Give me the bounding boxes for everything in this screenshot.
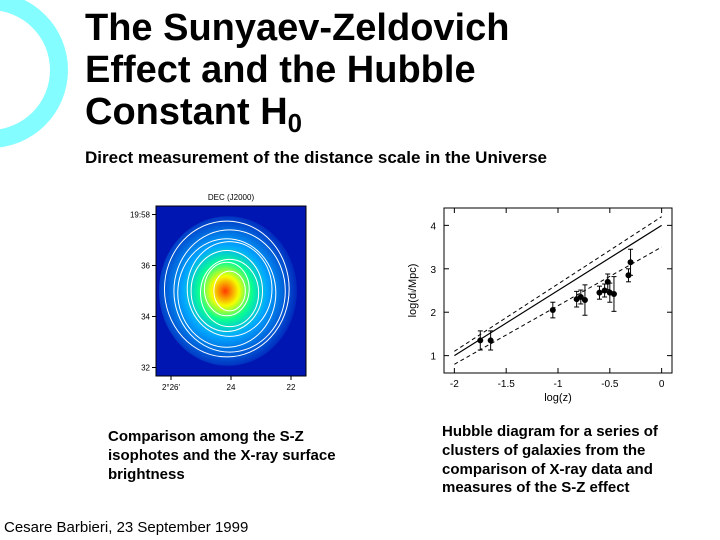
svg-text:1: 1 — [430, 352, 436, 363]
title-line-3: Constant H — [85, 91, 288, 133]
contour-heatmap-svg: DEC (J2000) 19:58 36 34 32 2°26' 24 22 — [110, 190, 332, 410]
title-line-1: The Sunyaev-Zeldovich — [85, 7, 509, 49]
svg-text:0: 0 — [659, 379, 665, 390]
svg-text:-2: -2 — [450, 379, 459, 390]
footer: Cesare Barbieri, 23 September 1999 — [4, 519, 248, 536]
title-line-2: Effect and the Hubble — [85, 49, 476, 91]
svg-text:36: 36 — [141, 262, 150, 271]
svg-text:24: 24 — [227, 383, 236, 392]
svg-text:2°26': 2°26' — [162, 383, 181, 392]
caption-right: Hubble diagram for a series of clusters … — [442, 423, 702, 498]
footer-date: 23 September 1999 — [117, 519, 249, 536]
title-subscript: 0 — [288, 110, 302, 138]
svg-text:22: 22 — [287, 383, 296, 392]
svg-text:-0.5: -0.5 — [601, 379, 619, 390]
svg-text:4: 4 — [430, 221, 436, 232]
footer-author: Cesare Barbieri — [4, 519, 108, 536]
page-title: The Sunyaev-Zeldovich Effect and the Hub… — [85, 8, 645, 133]
svg-text:19:58: 19:58 — [130, 211, 151, 220]
svg-text:2: 2 — [430, 308, 436, 319]
svg-text:3: 3 — [430, 265, 436, 276]
svg-text:34: 34 — [141, 313, 150, 322]
svg-text:-1.5: -1.5 — [498, 379, 516, 390]
svg-text:32: 32 — [141, 364, 150, 373]
figure-left: DEC (J2000) 19:58 36 34 32 2°26' 24 22 — [110, 190, 332, 410]
subtitle: Direct measurement of the distance scale… — [85, 148, 547, 168]
svg-text:DEC (J2000): DEC (J2000) — [208, 193, 255, 202]
hubble-diagram-svg: -2 -1.5 -1 -0.5 0 1 2 3 4 log(z) log(dₗ/Mpc) — [402, 200, 682, 405]
figure-right: -2 -1.5 -1 -0.5 0 1 2 3 4 log(z) log(dₗ/Mpc) — [402, 200, 682, 405]
svg-text:-1: -1 — [554, 379, 563, 390]
svg-text:log(z): log(z) — [544, 392, 572, 404]
svg-text:log(dₗ/Mpc): log(dₗ/Mpc) — [407, 264, 419, 318]
caption-left: Comparison among the S-Z isophotes and t… — [108, 428, 338, 484]
